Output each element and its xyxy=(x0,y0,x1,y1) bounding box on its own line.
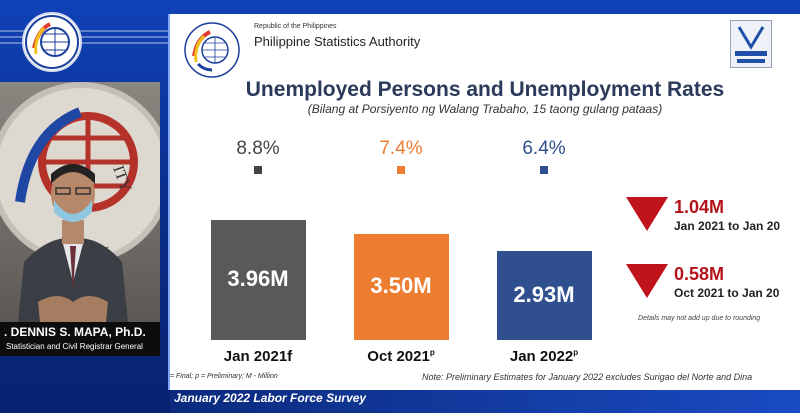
change-range-1: Jan 2021 to Jan 20 xyxy=(674,219,781,233)
slide-title: Unemployed Persons and Unemployment Rate… xyxy=(245,78,725,101)
certification-side-text xyxy=(773,20,800,70)
x-axis-label: Jan 2021f xyxy=(223,348,293,365)
speaker-figure xyxy=(18,164,128,322)
presentation-slide: Republic of the Philippines Philippine S… xyxy=(170,14,800,390)
rate-label: 6.4% xyxy=(522,138,566,159)
bar-jan-2022p: 2.93M xyxy=(496,251,592,340)
speaker-nameplate: . DENNIS S. MAPA, Ph.D. Statistician and… xyxy=(0,322,160,356)
rounding-note: Details may not add up due to rounding xyxy=(638,315,761,322)
bar-oct-2021p: 3.50M xyxy=(353,234,449,340)
bar-value-label: 2.93M xyxy=(513,281,575,307)
rate-label: 7.4% xyxy=(379,138,423,159)
bar-jan-2021f: 3.96M xyxy=(210,220,306,340)
x-axis-label: Jan 2022p xyxy=(509,348,579,365)
speaker-role: Statistician and Civil Registrar General xyxy=(6,342,143,351)
bar-value-label: 3.96M xyxy=(227,266,289,291)
change-range-2: Oct 2021 to Jan 20 xyxy=(674,286,780,300)
slide-subtitle: (Bilang at Porsiyento ng Walang Trabaho,… xyxy=(307,102,663,116)
survey-banner: January 2022 Labor Force Survey xyxy=(170,390,800,413)
x-axis-label-suffix: p xyxy=(573,348,579,357)
decline-arrow-icon xyxy=(626,264,668,298)
psa-logo-icon xyxy=(184,22,240,78)
x-axis-label: Oct 2021p xyxy=(367,348,435,365)
header-agency: Philippine Statistics Authority xyxy=(254,34,421,49)
rate-marker xyxy=(397,166,405,174)
psa-seal-icon xyxy=(22,12,82,72)
legend-note: = Final; p = Preliminary; M - Million xyxy=(170,373,278,380)
speaker-name: . DENNIS S. MAPA, Ph.D. xyxy=(4,325,146,339)
survey-banner-text: January 2022 Labor Force Survey xyxy=(174,391,367,405)
rate-label: 8.8% xyxy=(236,138,280,159)
preliminary-note: Note: Preliminary Estimates for January … xyxy=(422,372,753,382)
bar-value-label: 3.50M xyxy=(370,273,432,298)
speaker-video: World-class ITY xyxy=(0,82,160,322)
rate-marker xyxy=(254,166,262,174)
change-value-2: 0.58M xyxy=(674,264,725,284)
slide-border xyxy=(168,14,170,390)
x-axis-label-suffix: p xyxy=(429,348,435,357)
rate-marker xyxy=(540,166,548,174)
decline-arrow-icon xyxy=(626,197,668,231)
header-republic: Republic of the Philippines xyxy=(254,23,337,30)
change-value-1: 1.04M xyxy=(674,197,725,217)
tuv-certification-icon xyxy=(730,20,772,68)
